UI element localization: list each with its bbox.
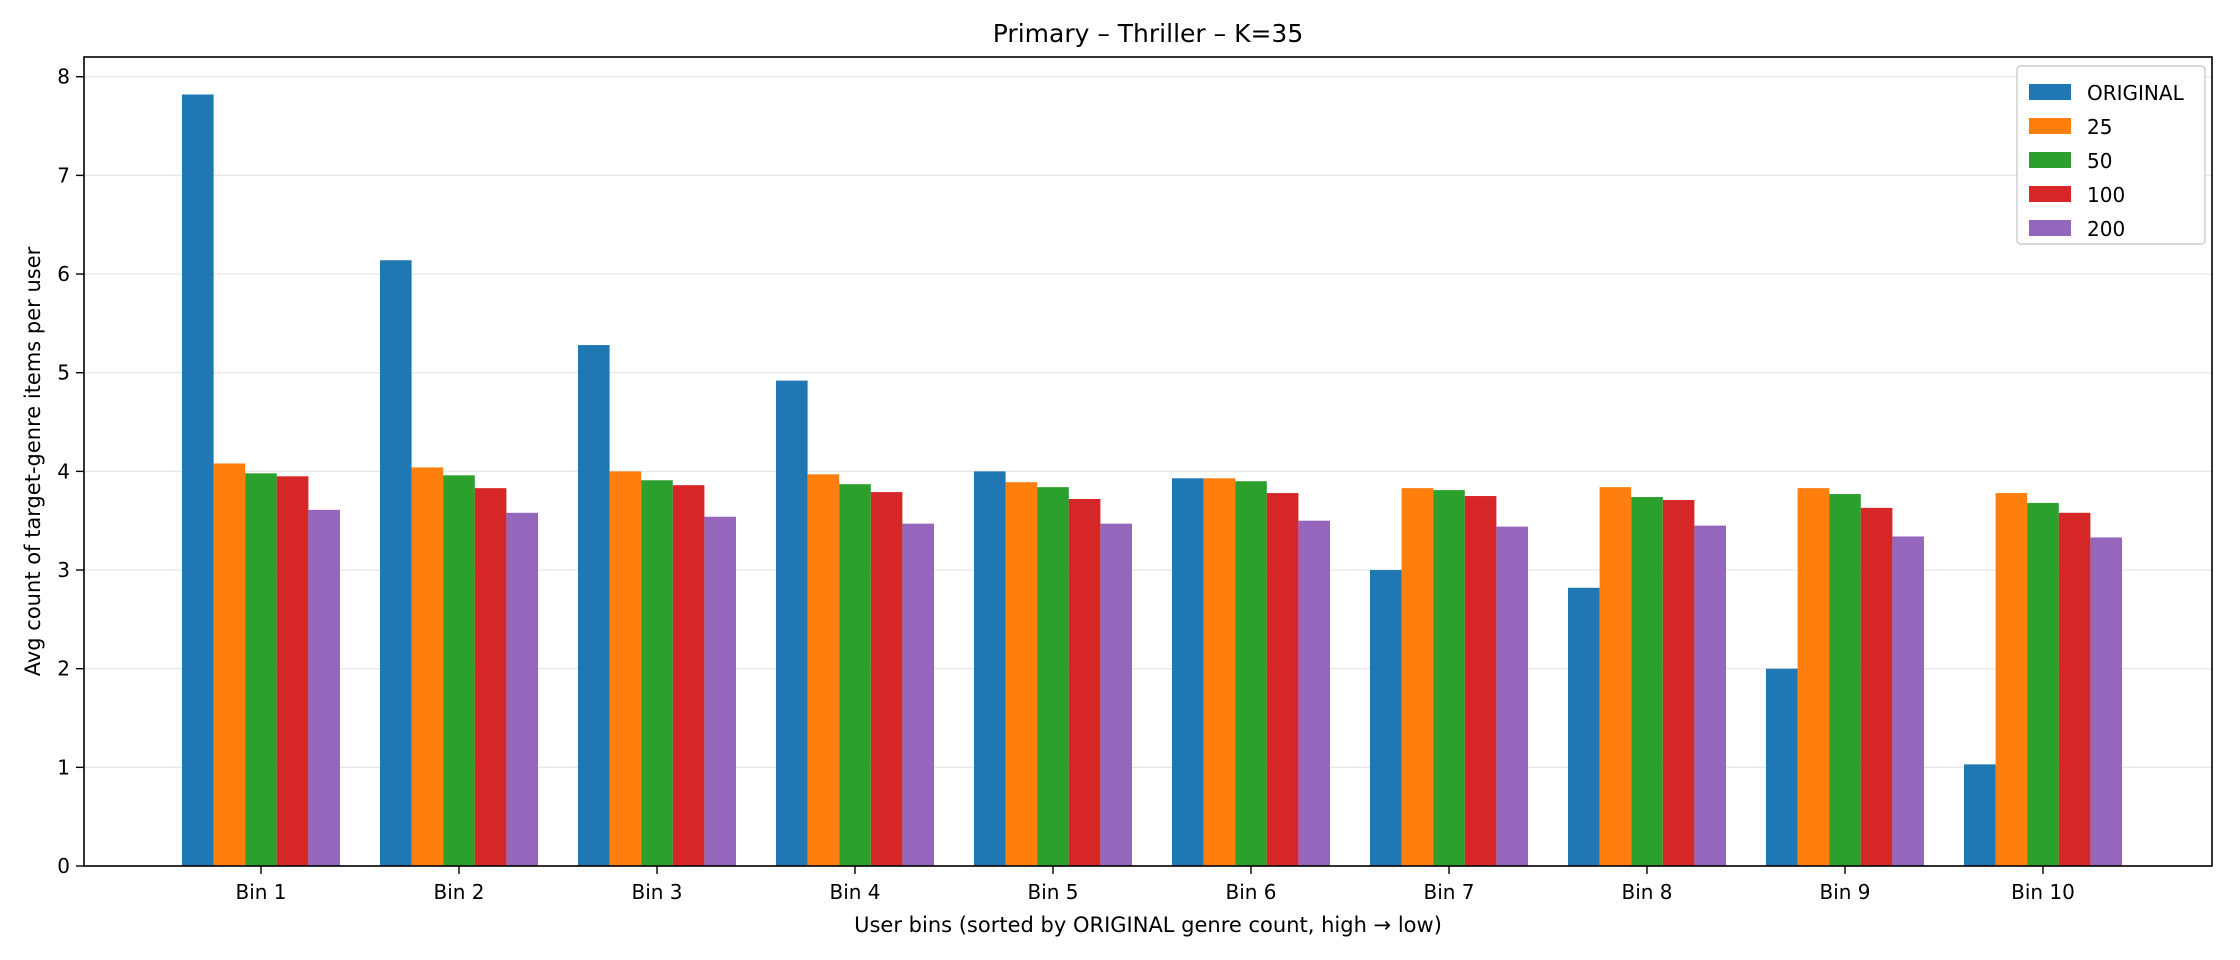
bar-original-1 bbox=[182, 94, 214, 867]
chart-title: Primary – Thriller – K=35 bbox=[993, 19, 1303, 48]
bar-200-10 bbox=[2090, 537, 2122, 866]
y-tick-label: 6 bbox=[57, 262, 70, 286]
bar-200-8 bbox=[1694, 525, 1726, 866]
legend-label-200: 200 bbox=[2087, 217, 2125, 241]
legend-swatch-100 bbox=[2029, 186, 2071, 202]
bar-25-10 bbox=[1995, 493, 2028, 866]
bar-200-5 bbox=[1100, 523, 1132, 866]
bar-25-1 bbox=[213, 463, 246, 866]
y-axis: 0 1 2 3 4 5 6 7 8 bbox=[57, 65, 84, 878]
bar-original-5 bbox=[974, 471, 1006, 866]
bar-original-9 bbox=[1766, 668, 1798, 866]
bar-200-9 bbox=[1892, 536, 1924, 866]
legend-swatch-original bbox=[2029, 84, 2071, 100]
x-tick-label: Bin 10 bbox=[2011, 880, 2075, 904]
y-tick-label: 0 bbox=[57, 854, 70, 878]
x-tick-label: Bin 9 bbox=[1819, 880, 1870, 904]
bar-200-3 bbox=[704, 516, 736, 866]
bar-original-3 bbox=[578, 345, 610, 867]
y-tick-label: 8 bbox=[57, 65, 70, 89]
legend: ORIGINAL 25 50 100 200 bbox=[2016, 65, 2206, 245]
legend-label-original: ORIGINAL bbox=[2087, 81, 2185, 105]
x-tick-label: Bin 4 bbox=[829, 880, 880, 904]
bar-50-7 bbox=[1433, 490, 1465, 866]
legend-swatch-25 bbox=[2029, 118, 2071, 134]
bars bbox=[182, 94, 2122, 867]
legend-swatch-200 bbox=[2029, 220, 2071, 236]
bar-100-5 bbox=[1068, 498, 1101, 866]
x-tick-label: Bin 1 bbox=[235, 880, 286, 904]
bar-25-6 bbox=[1203, 478, 1236, 866]
x-tick-label: Bin 8 bbox=[1621, 880, 1672, 904]
bar-100-8 bbox=[1662, 499, 1695, 866]
y-tick-label: 5 bbox=[57, 361, 70, 385]
bar-50-3 bbox=[641, 480, 673, 866]
bar-50-8 bbox=[1631, 497, 1663, 866]
bar-25-2 bbox=[411, 467, 444, 866]
x-tick-label: Bin 3 bbox=[631, 880, 682, 904]
bar-original-2 bbox=[380, 260, 412, 866]
bar-200-6 bbox=[1298, 520, 1330, 866]
bar-100-1 bbox=[276, 476, 309, 866]
legend-swatch-50 bbox=[2029, 152, 2071, 168]
bar-50-2 bbox=[443, 475, 475, 866]
bar-25-9 bbox=[1797, 488, 1830, 866]
y-axis-label: Avg count of target-genre items per user bbox=[21, 246, 45, 676]
bar-100-6 bbox=[1266, 493, 1299, 866]
bar-25-3 bbox=[609, 471, 642, 866]
legend-label-100: 100 bbox=[2087, 183, 2125, 207]
bar-25-7 bbox=[1401, 488, 1434, 866]
bar-50-4 bbox=[839, 484, 871, 866]
bar-200-4 bbox=[902, 523, 934, 866]
plot-frame bbox=[83, 56, 2213, 867]
bar-25-4 bbox=[807, 474, 840, 866]
bar-original-7 bbox=[1370, 570, 1402, 866]
x-tick-label: Bin 7 bbox=[1423, 880, 1474, 904]
bar-200-2 bbox=[506, 512, 538, 866]
y-tick-label: 4 bbox=[57, 459, 70, 483]
x-tick-label: Bin 6 bbox=[1225, 880, 1276, 904]
bar-50-6 bbox=[1235, 481, 1267, 866]
bar-50-5 bbox=[1037, 487, 1069, 866]
bar-50-10 bbox=[2027, 502, 2059, 866]
bar-100-7 bbox=[1464, 496, 1497, 866]
x-tick-label: Bin 5 bbox=[1027, 880, 1078, 904]
bar-200-1 bbox=[308, 509, 340, 866]
bar-original-4 bbox=[776, 380, 808, 866]
bar-original-8 bbox=[1568, 587, 1600, 866]
y-tick-label: 3 bbox=[57, 558, 70, 582]
bar-50-9 bbox=[1829, 494, 1861, 866]
x-tick-label: Bin 2 bbox=[433, 880, 484, 904]
bar-original-10 bbox=[1964, 764, 1996, 866]
bar-25-8 bbox=[1599, 487, 1632, 866]
bar-50-1 bbox=[245, 473, 277, 866]
bar-100-4 bbox=[870, 492, 903, 866]
bar-100-10 bbox=[2058, 512, 2091, 866]
bar-200-7 bbox=[1496, 526, 1528, 866]
y-tick-label: 7 bbox=[57, 163, 70, 187]
x-axis: Bin 1 Bin 2 Bin 3 Bin 4 Bin 5 Bin 6 Bin 7 Bin 8… bbox=[235, 866, 2075, 904]
bar-25-5 bbox=[1005, 482, 1038, 866]
legend-label-50: 50 bbox=[2087, 149, 2112, 173]
legend-label-25: 25 bbox=[2087, 115, 2112, 139]
bar-100-3 bbox=[672, 485, 705, 866]
y-tick-label: 1 bbox=[57, 755, 70, 779]
bar-100-2 bbox=[474, 488, 507, 866]
x-axis-label: User bins (sorted by ORIGINAL genre coun… bbox=[854, 913, 1442, 937]
y-tick-label: 2 bbox=[57, 657, 70, 681]
bar-original-6 bbox=[1172, 478, 1204, 866]
bar-100-9 bbox=[1860, 507, 1893, 866]
